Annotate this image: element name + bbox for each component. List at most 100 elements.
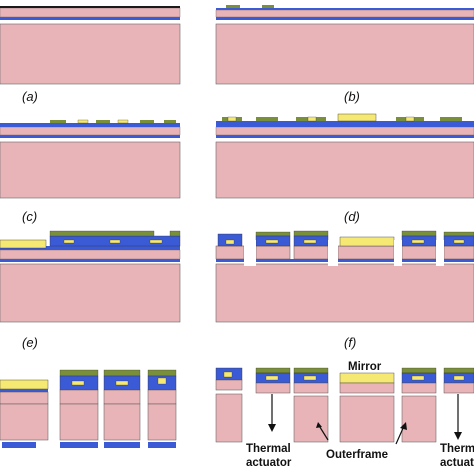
substrate — [215, 263, 474, 323]
panel-e — [0, 230, 181, 323]
actuator-top — [169, 230, 181, 237]
mirror-substrate — [339, 395, 395, 443]
oxide-layer — [216, 135, 474, 138]
mirror-gold — [337, 113, 377, 122]
metal-pad — [411, 239, 425, 244]
label-mirror: Mirror — [348, 361, 382, 373]
panel-label-e: (e) — [22, 335, 38, 350]
mirror-gold — [339, 372, 395, 384]
label-thermal-actuator-right-2: actuato — [440, 457, 474, 469]
arrowhead — [454, 432, 462, 440]
device-island — [255, 382, 291, 394]
actuator-top — [401, 230, 437, 237]
actuator-top — [293, 367, 329, 374]
metal-pad — [440, 117, 462, 121]
actuator-top — [293, 230, 329, 237]
panel-label-a: (a) — [22, 89, 38, 104]
metal-pad — [109, 239, 121, 244]
device-island — [103, 389, 141, 405]
device-layer — [215, 126, 474, 136]
metal-pad — [157, 377, 167, 385]
trench — [394, 240, 402, 266]
device-island — [293, 245, 329, 260]
metal-pad — [262, 5, 274, 8]
substrate-block — [293, 395, 329, 443]
device-island — [0, 391, 49, 405]
metal-pad — [453, 239, 465, 244]
trench — [244, 240, 256, 266]
oxide-layer — [0, 135, 180, 138]
label-outerframe: Outerframe — [326, 449, 388, 461]
arrowhead — [268, 424, 276, 432]
metal-pad — [303, 375, 317, 381]
metal-pad — [164, 120, 176, 123]
panel-f — [215, 230, 474, 323]
bottom-pad — [104, 442, 140, 448]
panel-label-c: (c) — [22, 209, 37, 224]
metal-pad — [307, 116, 317, 122]
metal-pad — [265, 239, 279, 244]
actuator-top — [49, 230, 155, 237]
actuator-top — [59, 369, 99, 377]
label-thermal-actuator-left-1: Thermal — [246, 443, 291, 455]
mirror-gold — [339, 236, 395, 247]
metal-pad — [411, 375, 425, 381]
device-island — [337, 245, 395, 260]
device-island — [215, 245, 245, 260]
panel-c — [0, 119, 181, 199]
metal-pad — [256, 117, 278, 121]
substrate-block — [215, 393, 243, 443]
metal-pad — [149, 239, 163, 244]
device-island — [401, 245, 437, 260]
panel-label-f: (f) — [344, 335, 356, 350]
device-island — [255, 245, 291, 260]
oxide-film — [216, 121, 474, 127]
mirror-gold — [0, 239, 47, 249]
actuator-top — [443, 231, 474, 237]
metal-pad — [77, 119, 89, 124]
oxide-film — [0, 389, 48, 392]
bottom-pad — [148, 442, 176, 448]
actuator-top — [147, 369, 177, 377]
device-island — [401, 382, 437, 394]
metal-pad — [71, 380, 85, 386]
oxide-film — [216, 8, 474, 10]
panel-label-d: (d) — [344, 209, 360, 224]
top-film-layer — [0, 6, 180, 8]
substrate-block — [401, 395, 437, 443]
device-island — [215, 379, 243, 391]
metal-pad — [223, 371, 233, 378]
panel-a — [0, 6, 181, 85]
panel-left-bottom — [0, 369, 177, 448]
device-island — [59, 389, 99, 405]
substrate — [0, 141, 181, 199]
oxide-film — [0, 123, 180, 127]
substrate-block — [147, 403, 177, 441]
metal-pad — [225, 239, 235, 245]
oxide-layer — [216, 259, 474, 262]
device-island — [293, 382, 329, 394]
panel-label-b: (b) — [344, 89, 360, 104]
actuator-top — [255, 231, 291, 237]
bottom-pad — [60, 442, 98, 448]
mirror-gold — [0, 379, 49, 390]
substrate-block — [103, 403, 141, 441]
metal-pad — [227, 116, 237, 122]
bottom-pad — [2, 442, 36, 448]
oxide-layer — [0, 259, 180, 262]
label-thermal-actuator-left-2: actuator — [246, 457, 292, 469]
actuator-top — [255, 367, 291, 374]
metal-pad — [303, 239, 317, 244]
substrate — [215, 141, 474, 199]
trench — [328, 240, 338, 266]
metal-pad — [117, 119, 129, 124]
device-island — [147, 389, 177, 405]
device-island — [339, 382, 395, 394]
metal-pad — [405, 116, 415, 122]
device-layer — [0, 249, 181, 260]
trench — [436, 240, 444, 266]
metal-pad — [226, 5, 240, 8]
metal-pad — [50, 120, 66, 123]
actuator-top — [443, 367, 474, 374]
